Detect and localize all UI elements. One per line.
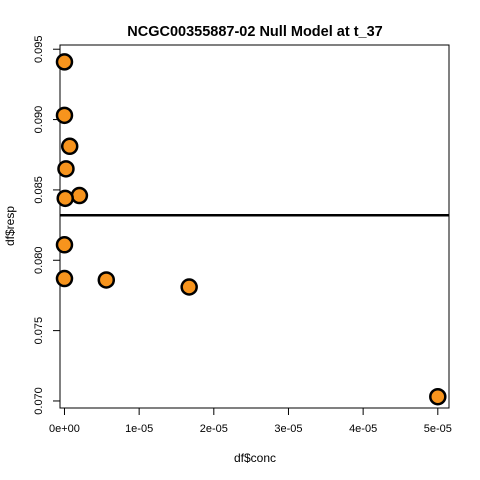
x-tick-label: 5e-05: [424, 423, 452, 435]
x-tick-label: 0e+00: [49, 423, 80, 435]
x-tick-label: 1e-05: [125, 423, 153, 435]
y-axis-label: df$resp: [3, 206, 17, 246]
y-tick-label: 0.090: [33, 106, 45, 134]
data-point: [97, 271, 116, 289]
data-point: [180, 278, 198, 296]
x-axis-label: df$conc: [234, 451, 276, 465]
x-axis: 0e+00 1e-05 2e-05 3e-05 4e-05 5e-05: [49, 407, 452, 435]
data-point: [60, 137, 79, 156]
chart-title: NCGC00355887-02 Null Model at t_37: [127, 24, 382, 40]
data-point: [55, 106, 74, 125]
y-axis: 0.070 0.075 0.080 0.085 0.090 0.095: [33, 35, 61, 415]
data-point: [57, 160, 75, 178]
y-tick-label: 0.075: [33, 317, 45, 345]
y-tick-label: 0.080: [33, 247, 45, 275]
y-tick-label: 0.070: [33, 387, 45, 415]
y-tick-label: 0.085: [33, 176, 45, 204]
data-point: [55, 53, 74, 71]
data-points: [55, 53, 447, 406]
y-tick-label: 0.095: [33, 35, 45, 63]
x-tick-label: 3e-05: [274, 423, 302, 435]
x-tick-label: 4e-05: [349, 423, 377, 435]
x-tick-label: 2e-05: [200, 423, 228, 435]
data-point: [56, 189, 74, 208]
data-point: [70, 186, 89, 205]
plot-frame: [59, 44, 450, 409]
data-point: [55, 269, 74, 288]
data-point: [55, 236, 74, 254]
data-point: [429, 387, 447, 406]
